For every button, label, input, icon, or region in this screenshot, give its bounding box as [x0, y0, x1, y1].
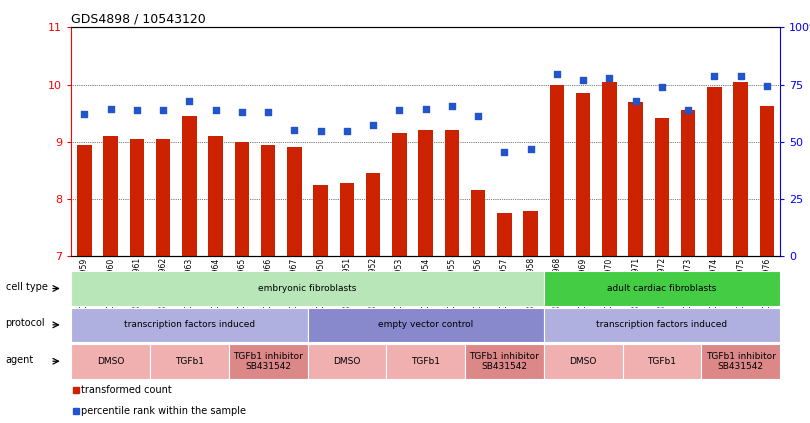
Point — [551, 71, 564, 78]
Text: adult cardiac fibroblasts: adult cardiac fibroblasts — [608, 284, 717, 293]
Point — [236, 109, 249, 115]
Text: TGFb1: TGFb1 — [175, 357, 204, 366]
Point — [367, 121, 380, 128]
Text: TGFb1: TGFb1 — [411, 357, 440, 366]
Bar — [681, 110, 695, 256]
Text: transformed count: transformed count — [81, 385, 172, 395]
Point — [734, 73, 747, 80]
Point — [603, 74, 616, 81]
Bar — [104, 136, 118, 256]
Point — [524, 145, 537, 152]
Text: transcription factors induced: transcription factors induced — [596, 320, 727, 330]
Bar — [77, 145, 92, 256]
Bar — [471, 190, 485, 256]
Point — [708, 73, 721, 80]
Text: TGFb1 inhibitor
SB431542: TGFb1 inhibitor SB431542 — [706, 352, 776, 371]
Text: protocol: protocol — [6, 318, 45, 328]
Point — [498, 148, 511, 155]
Text: TGFb1 inhibitor
SB431542: TGFb1 inhibitor SB431542 — [233, 352, 303, 371]
Bar — [760, 106, 774, 256]
Text: empty vector control: empty vector control — [378, 320, 473, 330]
Bar — [235, 142, 249, 256]
Point — [577, 77, 590, 83]
Bar — [261, 145, 275, 256]
Bar — [366, 173, 381, 256]
Bar — [629, 102, 643, 256]
Bar — [602, 82, 616, 256]
Bar — [523, 212, 538, 256]
Bar — [208, 136, 223, 256]
Bar — [445, 130, 459, 256]
Point — [471, 113, 484, 119]
Point — [130, 107, 143, 114]
Text: TGFb1 inhibitor
SB431542: TGFb1 inhibitor SB431542 — [470, 352, 539, 371]
Bar — [130, 139, 144, 256]
Point — [420, 105, 433, 112]
Bar — [182, 116, 197, 256]
Text: TGFb1: TGFb1 — [647, 357, 676, 366]
Point — [655, 84, 668, 91]
Point — [288, 127, 301, 134]
Point — [262, 109, 275, 115]
Text: percentile rank within the sample: percentile rank within the sample — [81, 406, 245, 416]
Point — [314, 128, 327, 135]
Point — [446, 103, 458, 110]
Text: GDS4898 / 10543120: GDS4898 / 10543120 — [71, 13, 206, 26]
Point — [761, 82, 774, 89]
Bar — [419, 130, 433, 256]
Point — [156, 107, 169, 114]
Point — [340, 128, 353, 135]
Bar — [392, 133, 407, 256]
Bar — [288, 148, 301, 256]
Bar — [733, 82, 748, 256]
Bar — [576, 93, 590, 256]
Point — [78, 111, 91, 118]
Point — [393, 107, 406, 114]
Text: transcription factors induced: transcription factors induced — [124, 320, 255, 330]
Text: embryonic fibroblasts: embryonic fibroblasts — [258, 284, 356, 293]
Point — [209, 107, 222, 114]
Bar — [497, 213, 512, 256]
Bar — [654, 118, 669, 256]
Text: DMSO: DMSO — [333, 357, 360, 366]
Point — [682, 107, 695, 114]
Point — [104, 105, 117, 112]
Bar — [313, 184, 328, 256]
Text: DMSO: DMSO — [97, 357, 125, 366]
Text: DMSO: DMSO — [569, 357, 597, 366]
Bar — [339, 183, 354, 256]
Bar — [156, 139, 170, 256]
Text: agent: agent — [6, 354, 34, 365]
Point — [629, 97, 642, 104]
Bar — [550, 85, 564, 256]
Bar — [707, 88, 722, 256]
Text: cell type: cell type — [6, 282, 48, 292]
Point — [183, 97, 196, 104]
